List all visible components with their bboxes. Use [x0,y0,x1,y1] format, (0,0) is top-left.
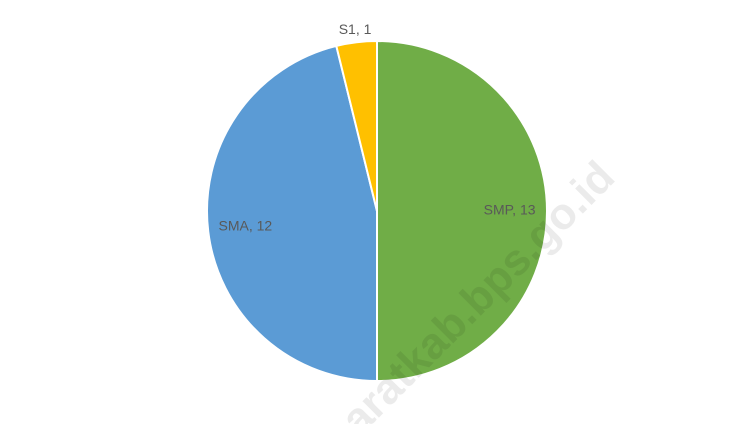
pie-slice [376,39,548,383]
labels: SMP, 13 SMA, 12 S1, 1 [219,21,536,234]
data-label: SMP, 13 [484,202,536,218]
slices [206,39,548,383]
pie-slice [335,39,378,212]
data-label: S1, 1 [339,21,372,37]
data-label: SMA, 12 [219,218,273,234]
pie-slice [206,44,378,383]
